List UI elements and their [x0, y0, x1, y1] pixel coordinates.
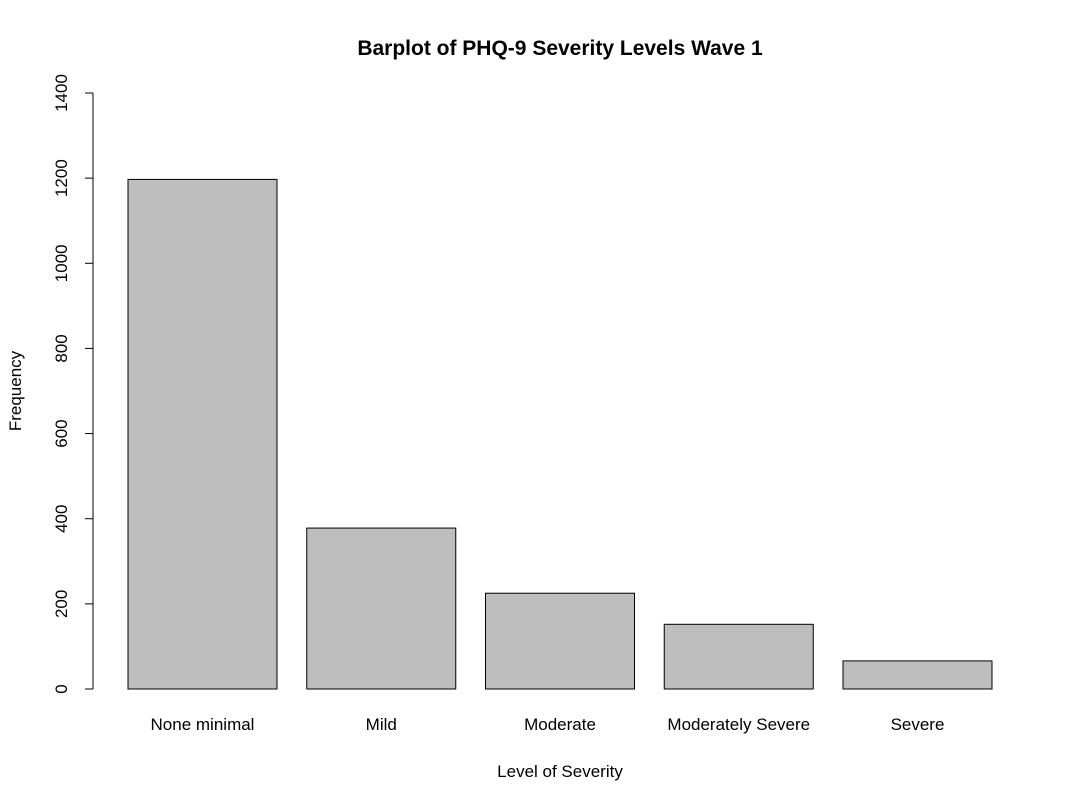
x-tick-label: Moderate: [524, 715, 596, 734]
y-tick-label: 600: [52, 419, 71, 447]
bar-1: [127, 178, 278, 690]
chart-title: Barplot of PHQ-9 Severity Levels Wave 1: [357, 37, 763, 60]
y-tick-label: 0: [52, 684, 71, 693]
y-axis-title: Frequency: [6, 350, 25, 431]
x-axis-labels: None minimal Mild Moderate Moderately Sever…: [151, 715, 945, 734]
x-tick-label: Severe: [891, 715, 945, 734]
x-tick-label: Moderately Severe: [667, 715, 810, 734]
x-axis-title: Level of Severity: [497, 762, 623, 781]
y-tick-label: 800: [52, 334, 71, 362]
bars-group: [127, 178, 993, 690]
y-tick-label: 1400: [52, 74, 71, 112]
y-axis: 0 200 400 600 800 1000 1200 1400: [52, 74, 94, 694]
y-tick-label: 400: [52, 505, 71, 533]
bar-2: [306, 527, 457, 690]
y-tick-label: 1200: [52, 159, 71, 197]
x-tick-label: None minimal: [151, 715, 255, 734]
x-tick-label: Mild: [366, 715, 397, 734]
y-tick-label: 1000: [52, 244, 71, 282]
bar-4: [663, 623, 814, 690]
y-tick-label: 200: [52, 590, 71, 618]
bar-5: [842, 660, 993, 690]
bar-3: [485, 592, 635, 690]
